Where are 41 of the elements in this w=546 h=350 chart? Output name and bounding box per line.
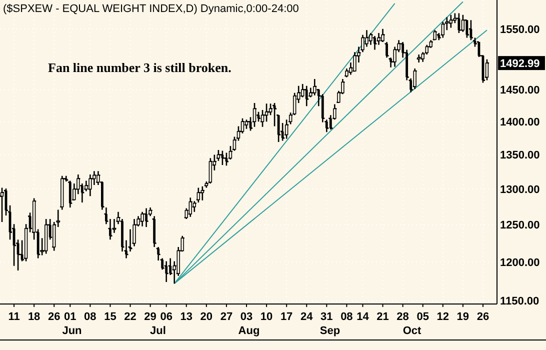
annotation: Fan line number 3 is still broken.: [48, 60, 232, 75]
x-tick-label: 08: [340, 311, 353, 323]
x-tick-label: 21: [376, 311, 389, 323]
y-tick-label: 1250.00: [500, 220, 540, 232]
text: 1492.99: [500, 58, 540, 70]
y-tick-label: 1350.00: [500, 150, 540, 162]
y-tick-label: 1550.00: [500, 24, 540, 36]
x-tick-label: 12: [436, 311, 450, 323]
x-tick-label: 26: [476, 311, 490, 323]
text: Aug: [238, 325, 260, 337]
x-tick-label: 28: [396, 311, 409, 323]
x-tick-label: 01: [64, 311, 76, 323]
x-tick-label: 14: [356, 311, 370, 323]
text: Oct: [402, 325, 422, 337]
x-tick-label: 03: [240, 311, 253, 323]
x-tick-label: 17: [280, 311, 293, 323]
x-tick-label: 13: [180, 311, 192, 323]
x-tick-label: 11: [8, 311, 20, 323]
x-tick-label: 06: [160, 311, 172, 323]
x-tick-label: 20: [200, 311, 213, 323]
text: Jun: [62, 325, 82, 337]
x-tick-label: 08: [84, 311, 96, 323]
y-tick-label: 1400.00: [500, 116, 540, 128]
x-tick-label: 15: [104, 311, 116, 323]
x-tick-label: 18: [28, 311, 40, 323]
x-tick-label: 27: [220, 311, 233, 323]
x-tick-label: 26: [48, 311, 60, 323]
x-tick-label: 05: [416, 311, 429, 323]
x-tick-label: 19: [456, 311, 470, 323]
x-tick-label: 22: [124, 311, 136, 323]
y-tick-label: 1450.00: [500, 84, 540, 97]
x-tick-label: 24: [300, 311, 314, 323]
x-tick-label: 31: [320, 311, 333, 323]
y-tick-label: 1200.00: [500, 256, 540, 269]
y-tick-label: 1150.00: [500, 296, 540, 308]
chart-title: ($SPXEW - EQUAL WEIGHT INDEX,D) Dynamic,0:00-24:00: [3, 3, 299, 15]
text: Jul: [150, 325, 166, 337]
text: Sep: [320, 325, 340, 337]
x-tick-label: 10: [260, 311, 273, 323]
y-tick-label: 1300.00: [500, 184, 540, 196]
x-tick-label: 29: [144, 311, 156, 323]
